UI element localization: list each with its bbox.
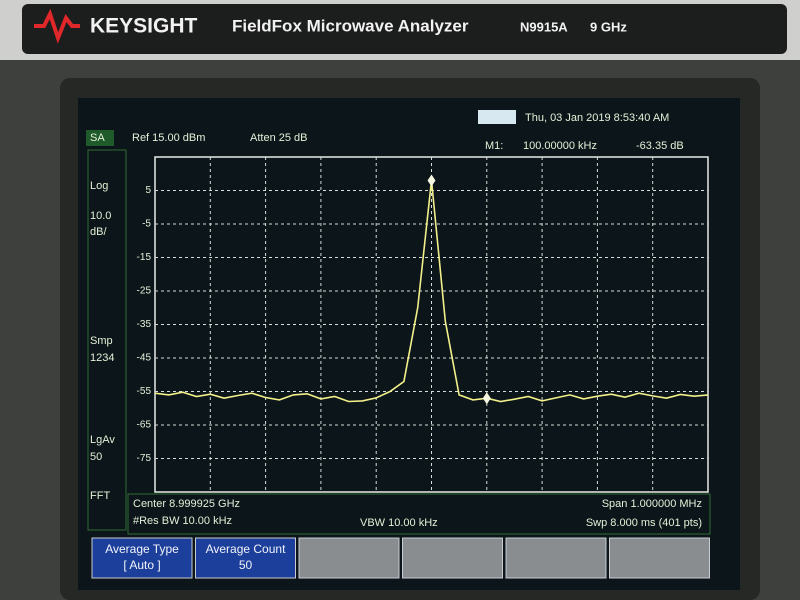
y-tick-label: -5 xyxy=(142,219,151,230)
softkey[interactable] xyxy=(298,537,400,579)
screen xyxy=(78,98,740,590)
product: FieldFox Microwave Analyzer xyxy=(232,16,469,35)
battery-icon xyxy=(478,110,516,124)
softkey[interactable] xyxy=(195,537,296,579)
y-tick-label: -55 xyxy=(137,386,152,397)
softkey-title: Average Count xyxy=(206,542,287,556)
y-tick-label: -75 xyxy=(137,453,152,464)
softkey-value: 50 xyxy=(239,558,253,572)
left-labels: Log 10.0 dB/Smp 1234 LgAv 50 FFT xyxy=(90,180,115,502)
plot: 5 -5 -15 -25 -35 -45 -55 -65 -75 xyxy=(137,156,709,493)
datetime: Thu, 03 Jan 2019 8:53:40 AM xyxy=(525,112,669,124)
marker xyxy=(427,174,436,187)
softkey-title: Average Type xyxy=(105,542,179,556)
logo xyxy=(34,8,80,44)
softkeys: Average Type [ Auto ] Average Count 50 xyxy=(91,537,710,579)
center-freq: Center 8.999925 GHz xyxy=(133,498,240,510)
vbw: VBW 10.00 kHz xyxy=(360,517,438,529)
rbw: #Res BW 10.00 kHz xyxy=(133,515,232,527)
marker-label: M1: xyxy=(485,140,503,152)
panel-label: dB/ xyxy=(90,226,107,238)
panel-label: FFT xyxy=(90,490,110,502)
panel-label: LgAv xyxy=(90,434,115,446)
softkey[interactable] xyxy=(402,537,503,579)
marker-value: -63.35 dB xyxy=(636,140,684,152)
sweep: Swp 8.000 ms (401 pts) xyxy=(586,517,702,529)
info-box xyxy=(127,493,711,535)
mode-box xyxy=(86,130,114,146)
top-bar xyxy=(22,4,787,54)
softkey[interactable] xyxy=(505,537,607,579)
y-tick-label: -45 xyxy=(137,353,152,364)
panel-label: 1234 xyxy=(90,352,114,364)
panel-label: 50 xyxy=(90,451,102,463)
y-tick-label: -25 xyxy=(137,286,152,297)
softkey[interactable] xyxy=(609,537,710,579)
panel-label: Smp xyxy=(90,335,113,347)
mode: SA xyxy=(90,132,105,144)
marker xyxy=(482,392,491,405)
panel-label: Log xyxy=(90,180,108,192)
y-tick-label: -35 xyxy=(137,319,152,330)
marker-frequency: 100.00000 kHz xyxy=(523,140,597,152)
panel-label: 10.0 xyxy=(90,210,111,222)
softkey-value: [ Auto ] xyxy=(123,558,160,572)
ref-level: Ref 15.00 dBm xyxy=(132,132,205,144)
attenuation: Atten 25 dB xyxy=(250,132,308,144)
model: N9915A xyxy=(520,19,568,34)
span: Span 1.000000 MHz xyxy=(602,498,702,510)
y-tick-label: 5 xyxy=(145,185,151,196)
softkey[interactable] xyxy=(91,537,193,579)
brand: KEYSIGHT xyxy=(90,15,198,38)
y-tick-label: -65 xyxy=(137,420,152,431)
frequency: 9 GHz xyxy=(590,19,627,34)
y-tick-label: -15 xyxy=(137,252,152,263)
left-panel xyxy=(87,149,127,531)
